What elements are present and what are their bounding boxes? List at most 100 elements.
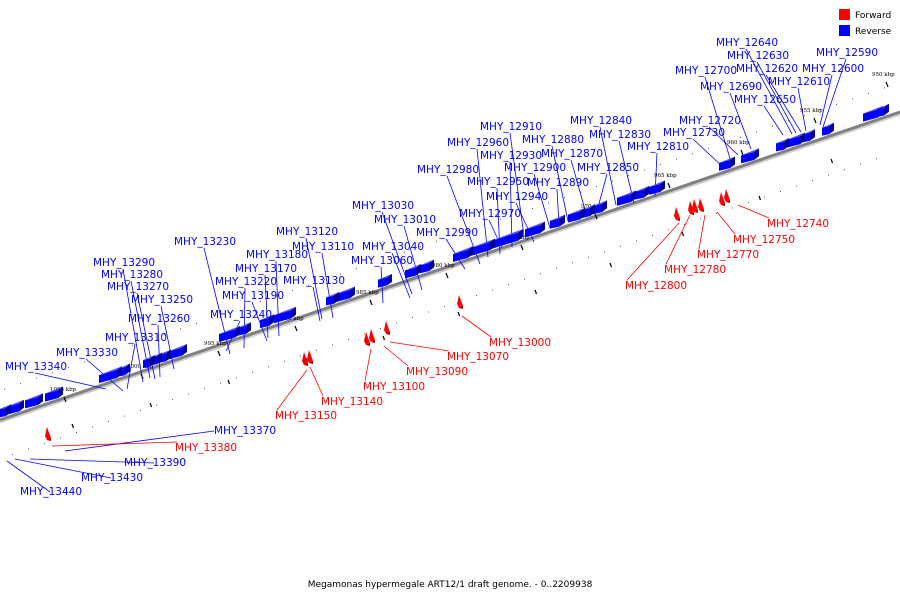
tick-label: 950 kbp	[872, 72, 895, 78]
dot	[812, 180, 813, 182]
gene-label-mhy-12800: MHY_12800	[625, 280, 687, 292]
dot	[412, 317, 413, 319]
leader-lines	[6, 48, 847, 493]
leader-line	[312, 286, 321, 322]
reverse-gene	[741, 148, 759, 164]
leader-line	[599, 126, 617, 206]
leader-line	[381, 211, 413, 295]
gene-label-mhy-13130: MHY_13130	[283, 275, 345, 287]
leader-line	[533, 173, 551, 229]
leader-line	[389, 341, 450, 352]
gene-label-mhy-13270: MHY_13270	[107, 281, 169, 293]
leader-line	[126, 343, 136, 390]
dot	[636, 240, 637, 242]
reverse-gene	[470, 238, 495, 257]
leader-line	[305, 237, 323, 320]
dot	[492, 289, 493, 291]
gene-label-mhy-13280: MHY_13280	[101, 269, 163, 281]
leader-line	[264, 274, 269, 339]
leader-line	[729, 92, 752, 150]
dot	[796, 185, 797, 187]
dot	[292, 290, 293, 292]
dot	[100, 355, 101, 357]
forward-gene	[369, 329, 375, 343]
axis-line	[0, 110, 900, 422]
gene-label-mhy-13390: MHY_13390	[124, 457, 186, 469]
tick-label: 990 kbp	[281, 316, 304, 322]
legend-reverse-swatch	[839, 25, 850, 36]
genome-caption: Megamonas hypermegale ART12/1 draft geno…	[308, 580, 593, 590]
dot	[132, 344, 133, 346]
dot	[324, 279, 325, 281]
gene-label-mhy-13330: MHY_13330	[56, 347, 118, 359]
gene-label-mhy-12880: MHY_12880	[522, 134, 584, 146]
dot	[372, 262, 373, 264]
dot	[180, 328, 181, 330]
reverse-gene	[525, 221, 545, 238]
tick-mark	[740, 149, 744, 156]
leader-line	[745, 48, 793, 135]
tick-mark	[63, 396, 67, 403]
forward-gene	[719, 192, 725, 206]
dot	[500, 218, 501, 220]
minor-tick-dots	[4, 87, 885, 455]
leader-line	[160, 305, 175, 370]
gene-label-mhy-13260: MHY_13260	[128, 313, 190, 325]
dot	[420, 246, 421, 248]
dot	[300, 355, 301, 357]
forward-gene	[384, 321, 390, 335]
dot	[708, 147, 709, 149]
leader-line	[51, 441, 178, 447]
dot	[620, 245, 621, 247]
gene-label-mhy-13000: MHY_13000	[489, 337, 551, 349]
leader-line	[765, 74, 802, 133]
gene-label-mhy-13430: MHY_13430	[81, 472, 143, 484]
forward-gene	[307, 350, 313, 364]
leader-line	[309, 366, 324, 397]
gene-label-mhy-13230: MHY_13230	[174, 236, 236, 248]
dot	[780, 191, 781, 193]
gene-label-mhy-13110: MHY_13110	[292, 241, 354, 253]
forward-gene	[688, 201, 694, 215]
dot	[836, 103, 837, 105]
leader-line	[243, 287, 246, 349]
reverse-gene	[719, 156, 735, 171]
reverse-gene	[25, 393, 43, 409]
gene-label-mhy-12870: MHY_12870	[541, 148, 603, 160]
tick-mark	[294, 325, 298, 332]
leader-line	[364, 348, 372, 382]
dot	[52, 372, 53, 374]
leader-line	[29, 458, 155, 464]
dot	[740, 136, 741, 138]
dot	[92, 426, 93, 428]
leader-line	[251, 301, 268, 342]
leader-line	[321, 252, 334, 319]
dot	[364, 333, 365, 335]
forward-gene	[724, 189, 730, 203]
dot	[772, 125, 773, 127]
dot	[884, 87, 885, 89]
dot	[308, 284, 309, 286]
dot	[204, 388, 205, 390]
reverse-gene	[568, 207, 585, 223]
dot	[84, 361, 85, 363]
minor-dash	[609, 262, 613, 268]
leader-line	[509, 132, 525, 237]
gene-label-mhy-13250: MHY_13250	[131, 294, 193, 306]
gene-label-mhy-13070: MHY_13070	[447, 351, 509, 363]
dot	[572, 262, 573, 264]
minor-dash	[71, 423, 75, 429]
dot	[276, 295, 277, 297]
reverse-gene	[453, 246, 473, 262]
tick-mark	[217, 350, 221, 357]
leader-line	[64, 430, 215, 452]
dot	[340, 273, 341, 275]
dot	[356, 268, 357, 270]
dot	[332, 344, 333, 346]
legend-forward-swatch	[839, 9, 850, 20]
dot	[116, 350, 117, 352]
gene-label-mhy-13340: MHY_13340	[5, 361, 67, 373]
gene-label-mhy-13240: MHY_13240	[210, 309, 272, 321]
minor-dash	[534, 289, 538, 295]
